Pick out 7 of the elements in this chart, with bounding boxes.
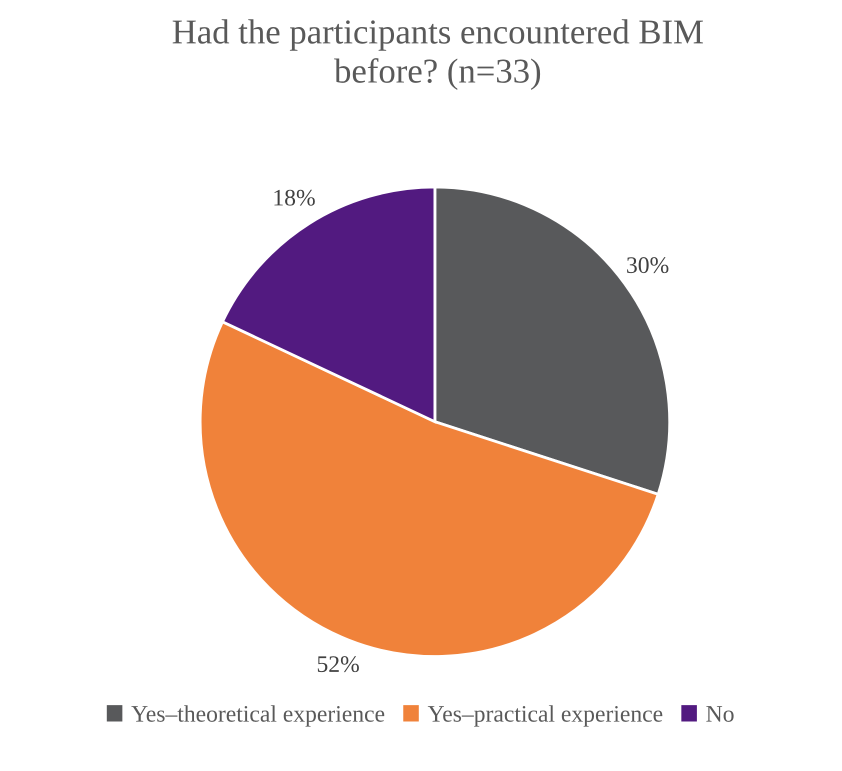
data-label: 18% [274, 190, 315, 206]
data-label: 30% [627, 257, 668, 274]
data-label: 52% [318, 656, 359, 672]
chart-title: Had the participants encountered BIM before? (n=33) [172, 19, 703, 90]
legend-label: Yes–practical experience [428, 705, 662, 727]
legend-label: No [706, 706, 734, 722]
legend-label: Yes–theoretical experience [131, 705, 384, 727]
